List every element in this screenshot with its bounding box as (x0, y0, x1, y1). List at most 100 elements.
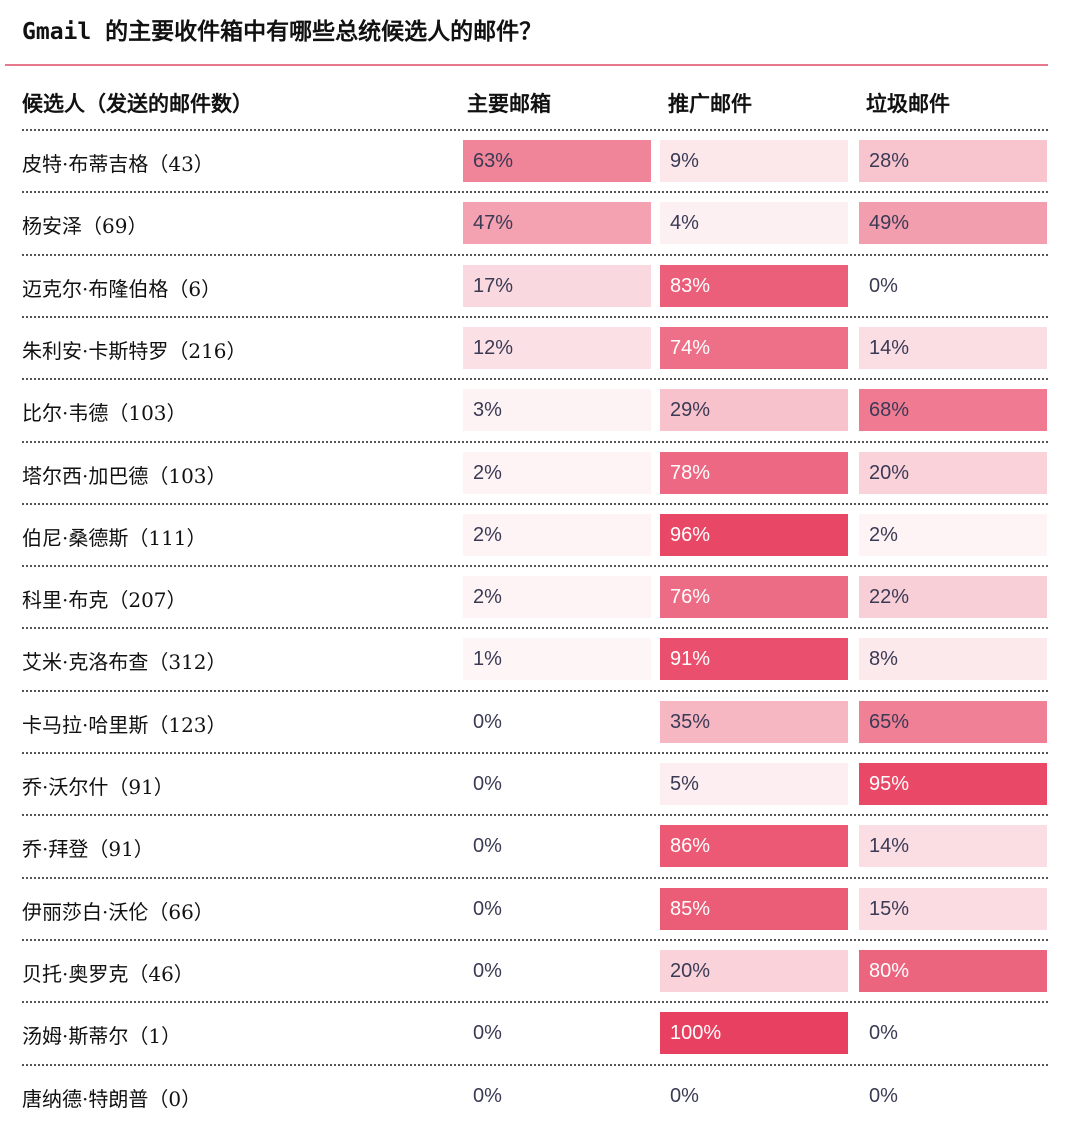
candidate-name: 朱利安·卡斯特罗（216） (22, 338, 247, 363)
row-separator (22, 814, 1048, 817)
cell-spam: 68% (859, 389, 1047, 432)
cell-promotions: 35% (660, 700, 848, 743)
cell-primary: 47% (463, 202, 651, 245)
cell-primary: 2% (463, 451, 651, 494)
cell-primary: 2% (463, 576, 651, 619)
candidate-name: 乔·沃尔什（91） (22, 775, 174, 799)
candidate-name: 比尔·韦德（103） (22, 401, 187, 426)
cell-primary: 0% (473, 773, 502, 795)
cell-promotions: 4% (660, 202, 848, 245)
table-row: 杨安泽（69） 47% 4% 49% (0, 192, 1065, 254)
cell-primary: 0% (473, 959, 502, 982)
cell-primary: 0% (473, 835, 502, 858)
header-candidate: 候选人（发送的邮件数） (22, 91, 253, 116)
table-row: 卡马拉·哈里斯（123） 0% 35% 65% (0, 691, 1065, 753)
candidate-name: 塔尔西·加巴德（103） (22, 463, 227, 488)
row-separator (22, 191, 1048, 194)
cell-promotions: 5% (660, 763, 848, 805)
cell-promotions: 86% (660, 825, 848, 868)
row-separator (22, 440, 1048, 443)
cell-promotions: 85% (660, 887, 848, 930)
cell-spam: 65% (859, 700, 1047, 743)
row-separator (22, 627, 1048, 630)
cell-primary: 0% (473, 710, 502, 733)
cell-primary: 12% (463, 326, 651, 369)
table-row: 比尔·韦德（103） 3% 29% 68% (0, 379, 1065, 441)
header-promotions: 推广邮件 (668, 91, 752, 116)
candidate-name: 伯尼·桑德斯（111） (22, 525, 207, 550)
cell-promotions: 78% (660, 451, 848, 494)
cell-spam: 20% (859, 451, 1047, 494)
row-separator (22, 502, 1048, 505)
table-row: 乔·拜登（91） 0% 86% 14% (0, 815, 1065, 877)
cell-spam: 49% (859, 202, 1047, 245)
cell-promotions: 83% (660, 264, 848, 307)
cell-promotions: 91% (660, 638, 848, 681)
table-row: 迈克尔·布隆伯格（6） 17% 83% 0% (0, 255, 1065, 317)
title-rule (5, 64, 1048, 66)
cell-promotions: 29% (660, 389, 848, 432)
header-primary: 主要邮箱 (467, 91, 551, 116)
row-separator (22, 253, 1048, 256)
table-row: 唐纳德·特朗普（0） 0% 0% 0% (0, 1065, 1065, 1127)
table-row: 艾米·克洛布查（312） 1% 91% 8% (0, 628, 1065, 690)
row-separator (22, 1063, 1048, 1066)
cell-spam: 80% (859, 949, 1047, 992)
table-row: 贝托·奥罗克（46） 0% 20% 80% (0, 940, 1065, 1002)
cell-promotions: 76% (660, 576, 848, 619)
row-separator (22, 378, 1048, 381)
cell-spam: 15% (859, 887, 1047, 930)
cell-spam: 0% (869, 1022, 898, 1045)
row-separator (22, 938, 1048, 941)
chart-title: Gmail 的主要收件箱中有哪些总统候选人的邮件？ (22, 19, 543, 45)
row-separator (22, 876, 1048, 879)
cell-primary: 0% (473, 897, 502, 920)
cell-primary: 1% (463, 638, 651, 681)
cell-spam: 0% (869, 1084, 898, 1107)
cell-spam: 22% (859, 576, 1047, 619)
row-separator (22, 129, 1048, 131)
candidate-name: 乔·拜登（91） (22, 837, 154, 862)
cell-spam: 95% (859, 763, 1047, 805)
cell-promotions: 0% (670, 1084, 699, 1107)
cell-primary: 17% (463, 264, 651, 307)
candidate-name: 唐纳德·特朗普（0） (22, 1086, 202, 1111)
cell-spam: 0% (869, 274, 898, 297)
table-row: 科里·布克（207） 2% 76% 22% (0, 566, 1065, 628)
candidate-name: 贝托·奥罗克（46） (22, 961, 194, 986)
row-separator (22, 689, 1048, 692)
candidate-name: 伊丽莎白·沃伦（66） (22, 899, 214, 924)
table-row: 塔尔西·加巴德（103） 2% 78% 20% (0, 442, 1065, 504)
header-spam: 垃圾邮件 (866, 91, 950, 116)
candidate-name: 杨安泽（69） (22, 214, 148, 239)
cell-primary: 0% (473, 1084, 502, 1107)
row-separator (22, 1001, 1048, 1004)
cell-spam: 8% (859, 638, 1047, 681)
cell-spam: 2% (859, 513, 1047, 556)
row-separator (22, 752, 1048, 754)
cell-spam: 14% (859, 825, 1047, 868)
candidate-name: 汤姆·斯蒂尔（1） (22, 1024, 182, 1049)
candidate-name: 艾米·克洛布查（312） (22, 650, 227, 675)
table-row: 皮特·布蒂吉格（43） 63% 9% 28% (0, 130, 1065, 192)
table-row: 朱利安·卡斯特罗（216） 12% 74% 14% (0, 317, 1065, 379)
cell-promotions: 96% (660, 513, 848, 556)
candidate-name: 皮特·布蒂吉格（43） (22, 152, 214, 176)
cell-primary: 63% (463, 140, 651, 182)
cell-promotions: 100% (660, 1012, 848, 1055)
cell-primary: 3% (463, 389, 651, 432)
table-row: 伯尼·桑德斯（111） 2% 96% 2% (0, 504, 1065, 566)
cell-promotions: 9% (660, 140, 848, 182)
cell-spam: 28% (859, 140, 1047, 182)
candidate-name: 迈克尔·布隆伯格（6） (22, 276, 222, 301)
table-row: 汤姆·斯蒂尔（1） 0% 100% 0% (0, 1002, 1065, 1064)
candidate-name: 科里·布克（207） (22, 588, 187, 613)
candidate-name: 卡马拉·哈里斯（123） (22, 712, 227, 737)
cell-primary: 0% (473, 1022, 502, 1045)
cell-primary: 2% (463, 513, 651, 556)
cell-promotions: 74% (660, 326, 848, 369)
table-row: 乔·沃尔什（91） 0% 5% 95% (0, 753, 1065, 815)
table-row: 伊丽莎白·沃伦（66） 0% 85% 15% (0, 878, 1065, 940)
row-separator (22, 565, 1048, 568)
cell-promotions: 20% (660, 949, 848, 992)
